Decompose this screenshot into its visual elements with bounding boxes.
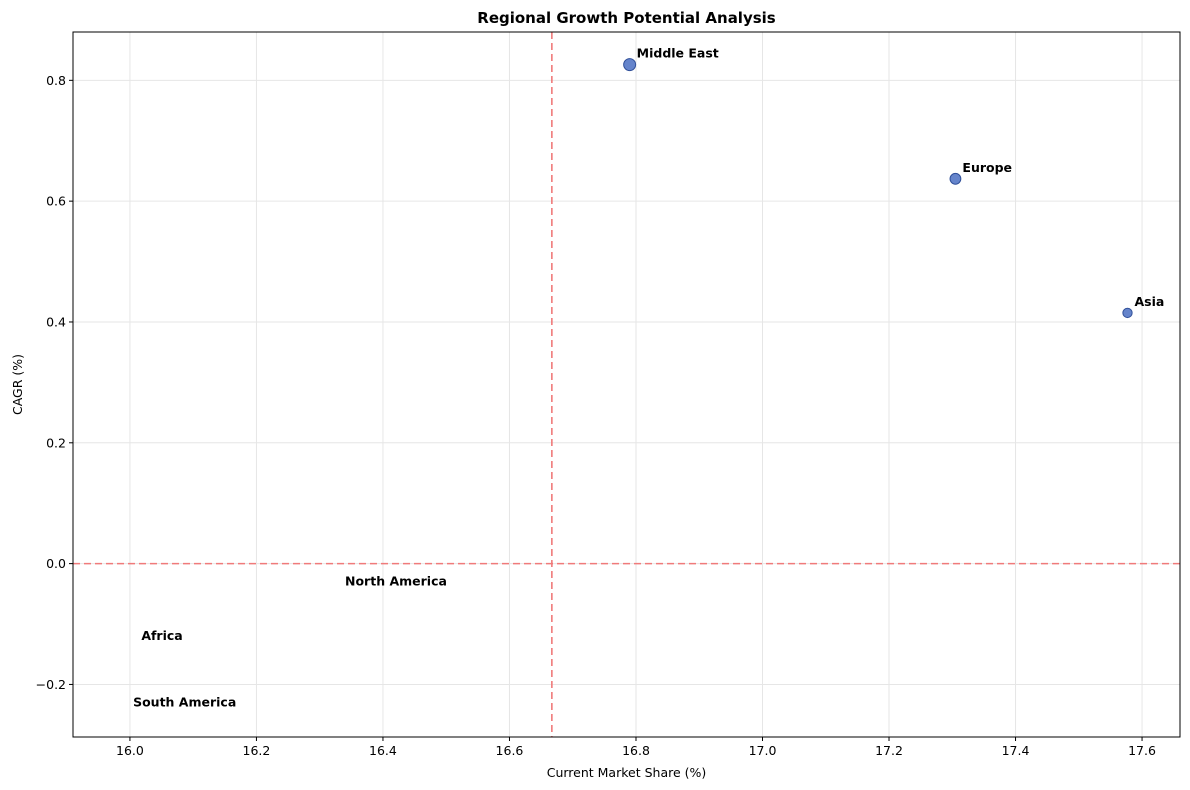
x-tick-label: 17.0 [749,743,777,758]
data-points [623,58,1133,319]
y-axis-label: CAGR (%) [10,354,25,415]
x-tick-label: 16.8 [622,743,650,758]
grid-lines [73,32,1180,737]
x-axis-label: Current Market Share (%) [547,765,707,780]
x-tick-label: 17.4 [1002,743,1030,758]
y-axis-ticks: −0.2 0.0 0.2 0.4 0.6 0.8 [36,73,73,692]
point-label: South America [133,695,236,710]
x-axis-ticks: 16.0 16.2 16.4 16.6 16.8 17.0 17.2 17.4 17.6 [116,737,1156,758]
y-tick-label: 0.8 [46,73,66,88]
point-label: North America [345,574,447,589]
point-label: Middle East [637,46,719,61]
data-point [949,172,962,185]
y-tick-label: 0.6 [46,194,66,209]
y-tick-label: 0.0 [46,556,66,571]
point-label: Europe [962,160,1012,175]
data-point [1122,307,1133,319]
y-tick-label: −0.2 [36,677,66,692]
y-tick-label: 0.2 [46,435,66,450]
point-labels: Middle East Europe Asia North America Africa… [133,46,1164,710]
data-point [623,58,637,72]
plot-area-frame [72,31,1181,738]
point-label: Africa [141,628,182,643]
x-tick-label: 16.2 [243,743,271,758]
x-tick-label: 16.4 [369,743,397,758]
x-tick-label: 17.6 [1128,743,1156,758]
x-tick-label: 16.6 [496,743,524,758]
chart-title: Regional Growth Potential Analysis [477,9,776,27]
x-tick-label: 17.2 [875,743,903,758]
x-tick-label: 16.0 [116,743,144,758]
reference-lines [73,32,1180,737]
y-tick-label: 0.4 [46,314,66,329]
point-label: Asia [1134,294,1164,309]
